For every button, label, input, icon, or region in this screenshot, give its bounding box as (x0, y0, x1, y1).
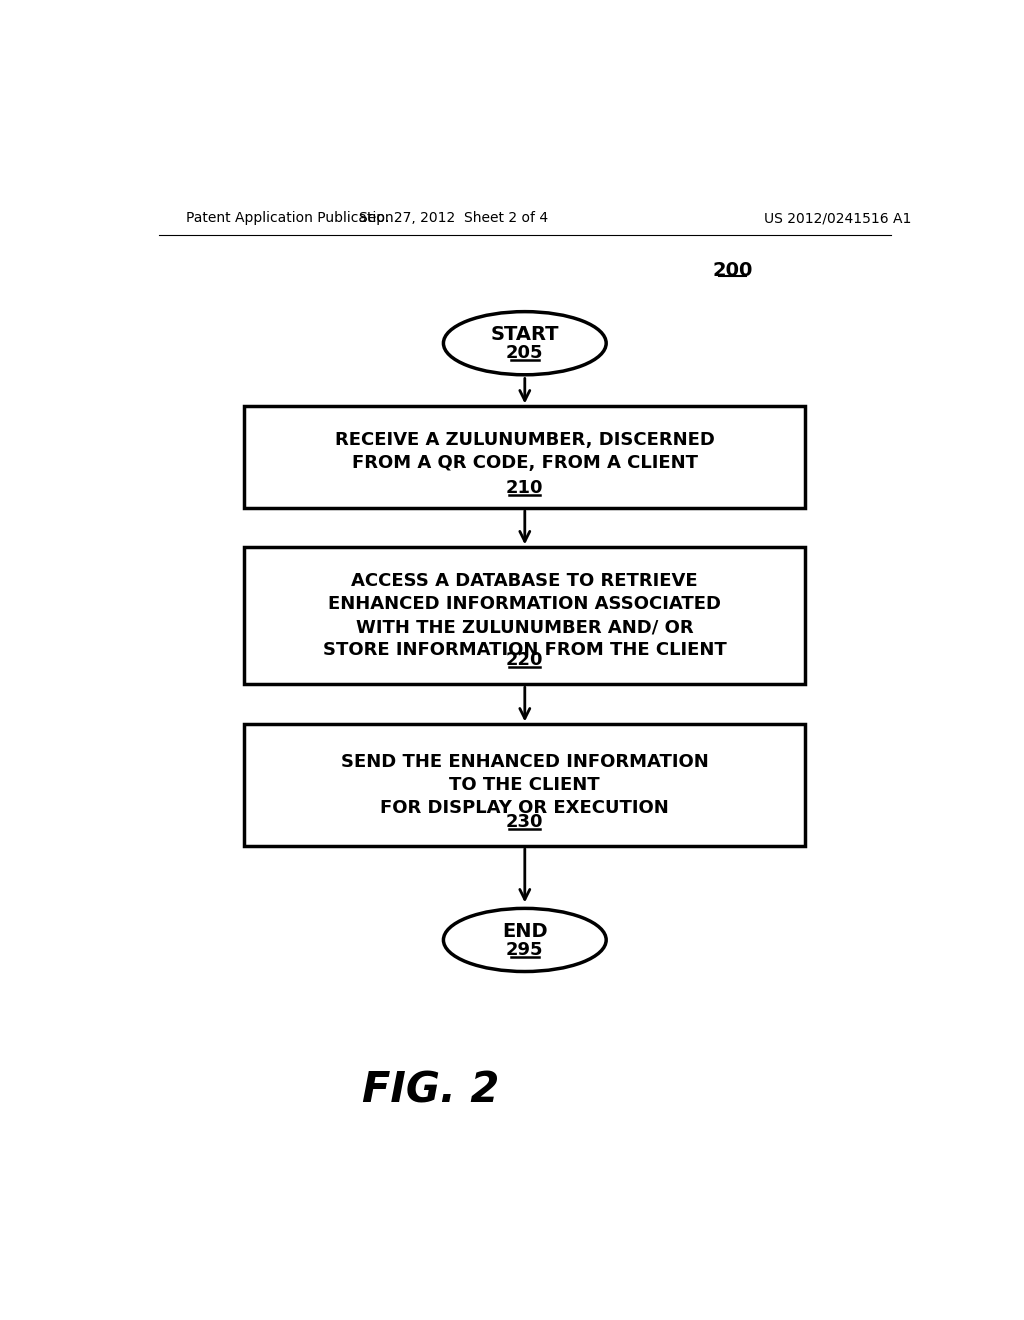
Text: 205: 205 (506, 345, 544, 362)
Text: RECEIVE A ZULUNUMBER, DISCERNED: RECEIVE A ZULUNUMBER, DISCERNED (335, 432, 715, 449)
Text: 295: 295 (506, 941, 544, 958)
Text: Sep. 27, 2012  Sheet 2 of 4: Sep. 27, 2012 Sheet 2 of 4 (359, 211, 548, 226)
Text: 200: 200 (713, 260, 753, 280)
Ellipse shape (443, 908, 606, 972)
FancyBboxPatch shape (245, 407, 805, 508)
Text: START: START (490, 325, 559, 345)
FancyBboxPatch shape (245, 548, 805, 684)
Text: Patent Application Publication: Patent Application Publication (186, 211, 394, 226)
Ellipse shape (443, 312, 606, 375)
Text: STORE INFORMATION FROM THE CLIENT: STORE INFORMATION FROM THE CLIENT (323, 642, 727, 660)
FancyBboxPatch shape (245, 725, 805, 846)
Text: US 2012/0241516 A1: US 2012/0241516 A1 (764, 211, 911, 226)
Text: 220: 220 (506, 652, 544, 669)
Text: FOR DISPLAY OR EXECUTION: FOR DISPLAY OR EXECUTION (381, 800, 669, 817)
Text: 210: 210 (506, 479, 544, 496)
Text: FIG. 2: FIG. 2 (361, 1069, 499, 1111)
Text: SEND THE ENHANCED INFORMATION: SEND THE ENHANCED INFORMATION (341, 754, 709, 771)
Text: WITH THE ZULUNUMBER AND/ OR: WITH THE ZULUNUMBER AND/ OR (356, 618, 693, 636)
Text: FROM A QR CODE, FROM A CLIENT: FROM A QR CODE, FROM A CLIENT (352, 454, 697, 473)
Text: 230: 230 (506, 813, 544, 832)
Text: END: END (502, 921, 548, 941)
Text: ACCESS A DATABASE TO RETRIEVE: ACCESS A DATABASE TO RETRIEVE (351, 572, 698, 590)
Text: TO THE CLIENT: TO THE CLIENT (450, 776, 600, 795)
Text: ENHANCED INFORMATION ASSOCIATED: ENHANCED INFORMATION ASSOCIATED (329, 595, 721, 614)
